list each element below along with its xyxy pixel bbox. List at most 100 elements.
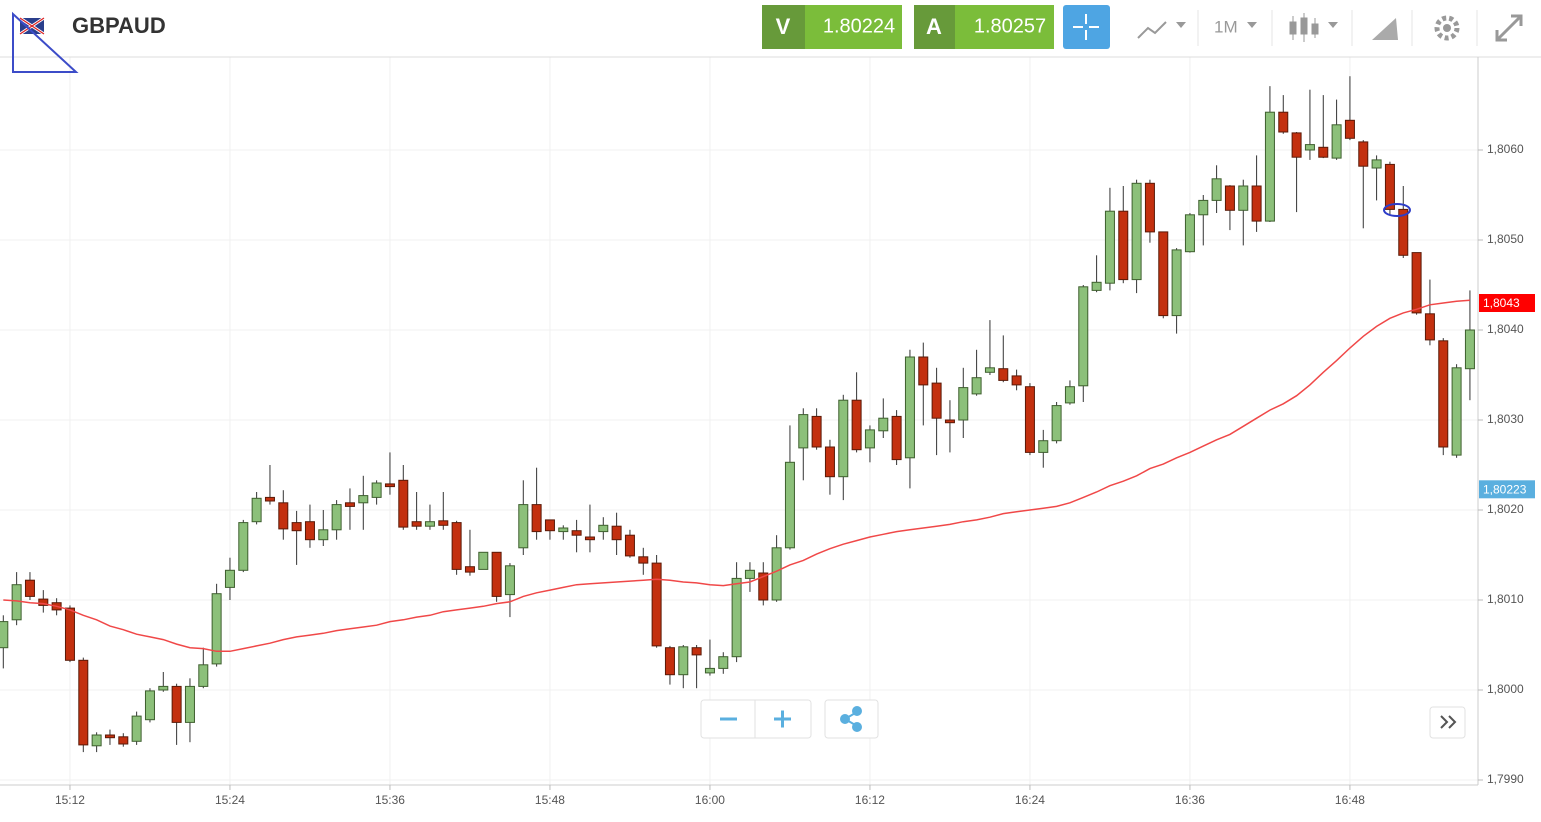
- candle-body: [678, 646, 689, 676]
- ask-price: 1.80257: [974, 15, 1046, 37]
- bid-label: V: [776, 14, 791, 39]
- chart-type-icon[interactable]: [1137, 21, 1167, 39]
- y-tick-label: 1,8050: [1487, 232, 1524, 246]
- candle-body: [184, 685, 195, 723]
- candle-body: [731, 577, 742, 658]
- candle-body: [1024, 386, 1035, 453]
- candle-body: [1144, 182, 1155, 233]
- candle-body: [518, 504, 529, 549]
- price-tag-label: 1,8043: [1483, 296, 1520, 310]
- fullscreen-icon[interactable]: [1495, 14, 1523, 42]
- candle-body: [504, 565, 515, 596]
- candle-body: [1451, 367, 1462, 456]
- moving-average-line: [3, 299, 1470, 653]
- y-tick-label: 1,8060: [1487, 142, 1524, 156]
- dropdown-arrow: [1328, 22, 1338, 28]
- candle-body: [1251, 185, 1262, 222]
- price-tag-label: 1,80223: [1483, 482, 1527, 496]
- candle-body: [1184, 214, 1195, 253]
- candle-body: [1078, 286, 1089, 387]
- candle-body: [958, 387, 969, 421]
- candle-body: [1291, 132, 1302, 158]
- candle-body: [798, 414, 809, 449]
- candle-body: [318, 529, 329, 541]
- share-button[interactable]: [824, 699, 879, 739]
- x-tick-label: 16:00: [695, 793, 725, 807]
- candle-body: [211, 593, 222, 665]
- ask-button[interactable]: [914, 5, 955, 49]
- candle-body: [971, 377, 982, 395]
- candle-body: [118, 736, 129, 745]
- candle-body: [224, 569, 235, 588]
- candle-body: [1278, 111, 1289, 133]
- candle-body: [851, 399, 862, 451]
- candle-body: [491, 551, 502, 597]
- candle-body: [531, 504, 542, 533]
- candle-body: [398, 479, 409, 528]
- candle-body: [704, 667, 715, 674]
- candle-body: [1411, 252, 1422, 314]
- candle-body: [944, 419, 955, 424]
- candle-body: [411, 521, 422, 527]
- y-tick-label: 1,8020: [1487, 502, 1524, 516]
- candle-body: [1131, 182, 1142, 281]
- x-tick-label: 15:48: [535, 793, 565, 807]
- y-tick-label: 1,8040: [1487, 322, 1524, 336]
- candle-body: [584, 536, 595, 541]
- price-tag: [1479, 480, 1535, 499]
- y-tick-label: 1,7990: [1487, 772, 1524, 786]
- candle-body: [1118, 210, 1129, 281]
- candle-body: [464, 566, 475, 573]
- candle-body: [1318, 146, 1329, 158]
- x-tick-label: 16:12: [855, 793, 885, 807]
- x-tick-label: 15:12: [55, 793, 85, 807]
- candle-body: [384, 483, 395, 488]
- candle-body: [1264, 111, 1275, 222]
- ask-label: A: [926, 14, 942, 39]
- candle-body: [691, 647, 702, 656]
- candle-body: [1038, 440, 1049, 453]
- interval-label[interactable]: 1M: [1214, 17, 1238, 36]
- candle-body: [1171, 249, 1182, 317]
- zoom-in-button[interactable]: [774, 710, 791, 728]
- candle-body: [1304, 144, 1315, 151]
- x-tick-label: 16:24: [1015, 793, 1045, 807]
- candle-body: [824, 446, 835, 478]
- ask-price-box[interactable]: [955, 5, 1054, 49]
- candle-body: [358, 495, 369, 504]
- candle-body: [931, 382, 942, 419]
- candle-body: [1344, 119, 1355, 139]
- candle-icon[interactable]: [1289, 13, 1319, 42]
- triangle-drawing: [12, 11, 79, 73]
- candle-body: [918, 356, 929, 386]
- candle-body: [544, 519, 555, 532]
- candle-body: [238, 522, 249, 571]
- candle-body: [198, 664, 209, 687]
- candle-body: [78, 659, 89, 746]
- candle-body: [1331, 124, 1342, 159]
- candle-body: [24, 579, 35, 597]
- candle-body: [1398, 208, 1409, 256]
- scroll-end-icon: [1440, 715, 1457, 729]
- drawing-tool-icon[interactable]: [1372, 18, 1398, 40]
- candle-body: [1358, 141, 1369, 167]
- candle-body: [1011, 375, 1022, 386]
- dropdown-arrow: [1176, 22, 1186, 28]
- bid-button[interactable]: [762, 5, 805, 49]
- crosshair-button[interactable]: [1063, 5, 1110, 49]
- candle-body: [838, 399, 849, 478]
- settings-icon[interactable]: [1434, 15, 1460, 41]
- bid-price: 1.80224: [823, 15, 895, 37]
- x-tick-label: 15:24: [215, 793, 245, 807]
- candle-body: [291, 522, 302, 532]
- share-icon: [840, 706, 862, 732]
- candle-body: [624, 534, 635, 557]
- candle-body: [171, 685, 182, 723]
- candle-body: [11, 584, 22, 621]
- bid-price-box[interactable]: [805, 5, 902, 49]
- candle-body: [758, 572, 769, 601]
- candle-body: [1198, 199, 1209, 216]
- candle-body: [1238, 185, 1249, 211]
- x-tick-label: 15:36: [375, 793, 405, 807]
